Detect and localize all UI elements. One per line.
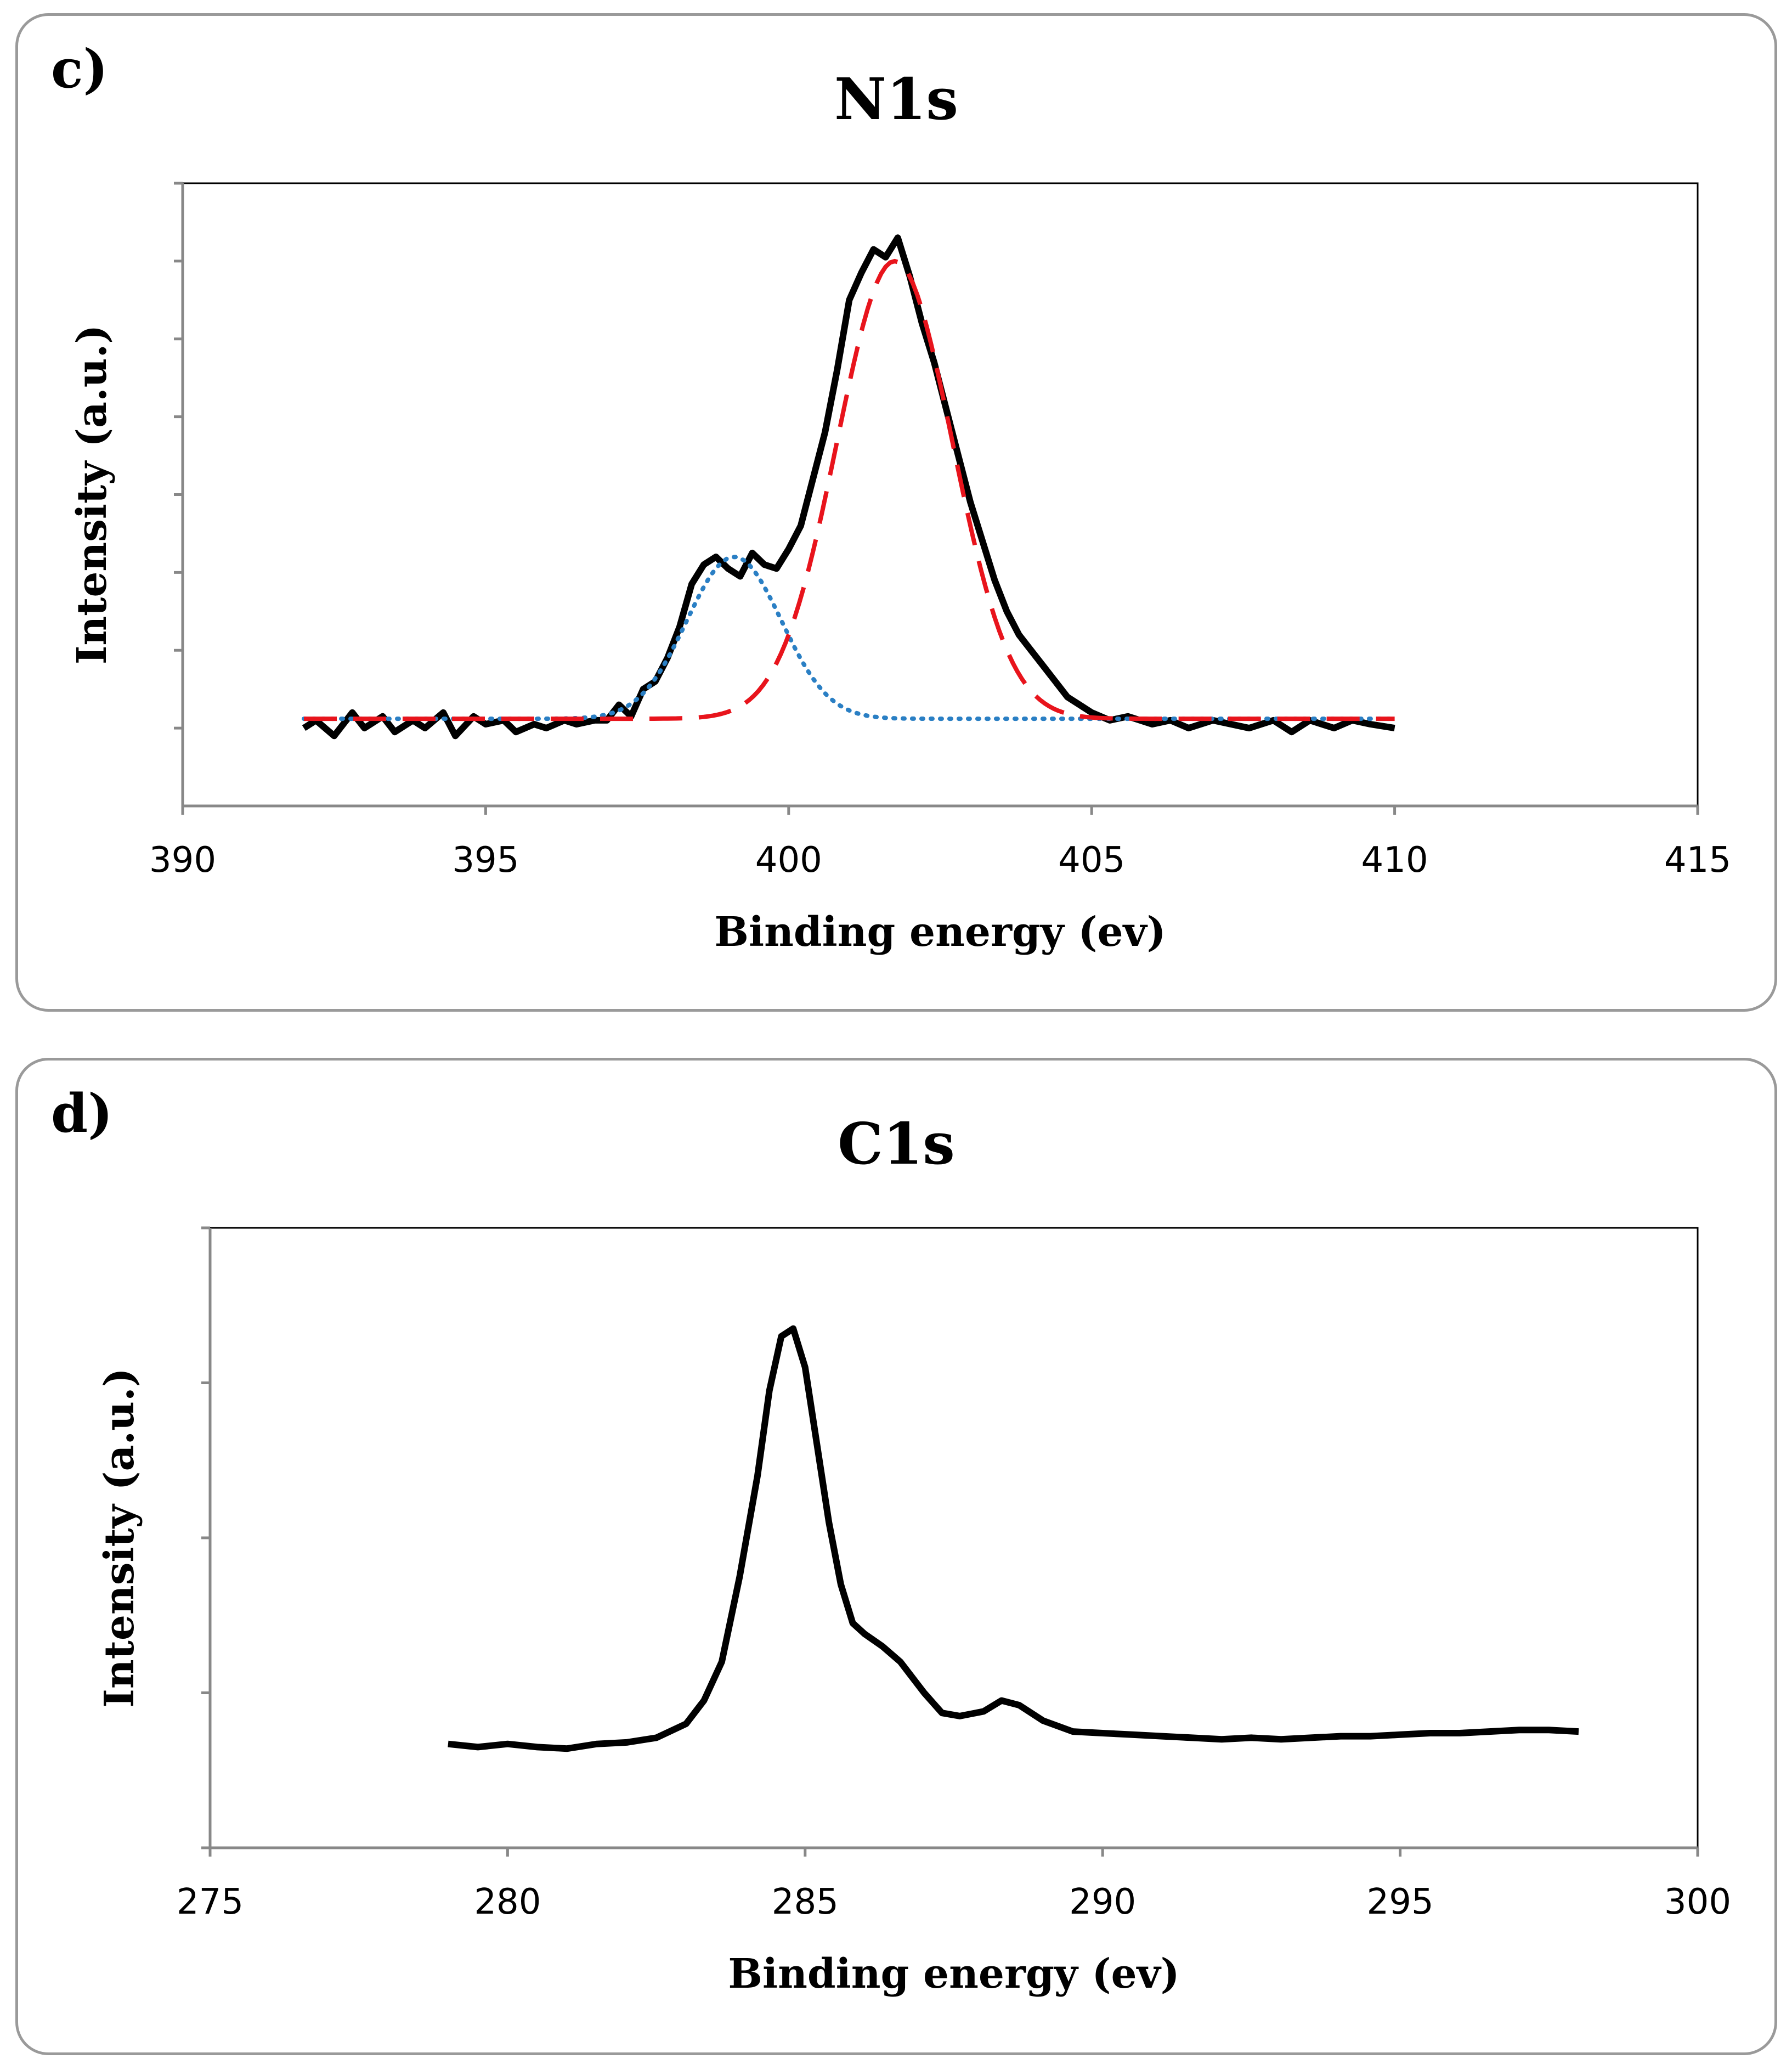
- chart-title-c1s: C1s: [838, 1110, 955, 1177]
- series-line-experimental: [302, 234, 1395, 740]
- y-axis-label: Intensity (a.u.): [96, 1368, 143, 1708]
- panel-label-d: d): [51, 1082, 113, 1144]
- chart-c1s: 275 280 285 290 295 300 Binding energy (ev) Int…: [96, 1226, 1731, 1998]
- x-tick-label: 415: [1664, 840, 1731, 881]
- y-axis-label: Intensity (a.u.): [69, 325, 116, 665]
- x-tick-label: 395: [452, 840, 519, 881]
- x-axis-label: Binding energy (ev): [728, 1950, 1179, 1998]
- x-tick-label: 280: [474, 1882, 541, 1922]
- x-tick-label: 390: [149, 840, 216, 881]
- chart-n1s: 390 395 400 405 410 415 Binding energy (ev) Int…: [69, 182, 1731, 956]
- x-axis-label: Binding energy (ev): [714, 909, 1166, 956]
- panel-label-c: c): [51, 38, 108, 100]
- x-tick-label: 410: [1361, 840, 1428, 881]
- x-tick-label: 275: [177, 1882, 244, 1922]
- plot-frame: [182, 182, 1699, 807]
- plot-frame: [209, 1227, 1699, 1849]
- x-tick-label: 290: [1069, 1882, 1136, 1922]
- series-line-experimental: [448, 1325, 1579, 1752]
- x-tick-label: 295: [1367, 1882, 1434, 1922]
- x-tick-label: 300: [1664, 1882, 1731, 1922]
- x-tick-label: 285: [772, 1882, 839, 1922]
- panel-d: d) C1s 275 280 285 290 295 300 Binding energy …: [15, 1058, 1777, 2055]
- chart-title-n1s: N1s: [834, 65, 958, 133]
- x-tick-label: 405: [1058, 840, 1125, 881]
- x-tick-label: 400: [755, 840, 822, 881]
- series-line-fit-peak-2: [304, 258, 1395, 721]
- series-line-fit-peak-1: [302, 555, 1397, 721]
- panel-c: c) N1s 390 395 400 405 410 415 Binding energy …: [15, 13, 1777, 1012]
